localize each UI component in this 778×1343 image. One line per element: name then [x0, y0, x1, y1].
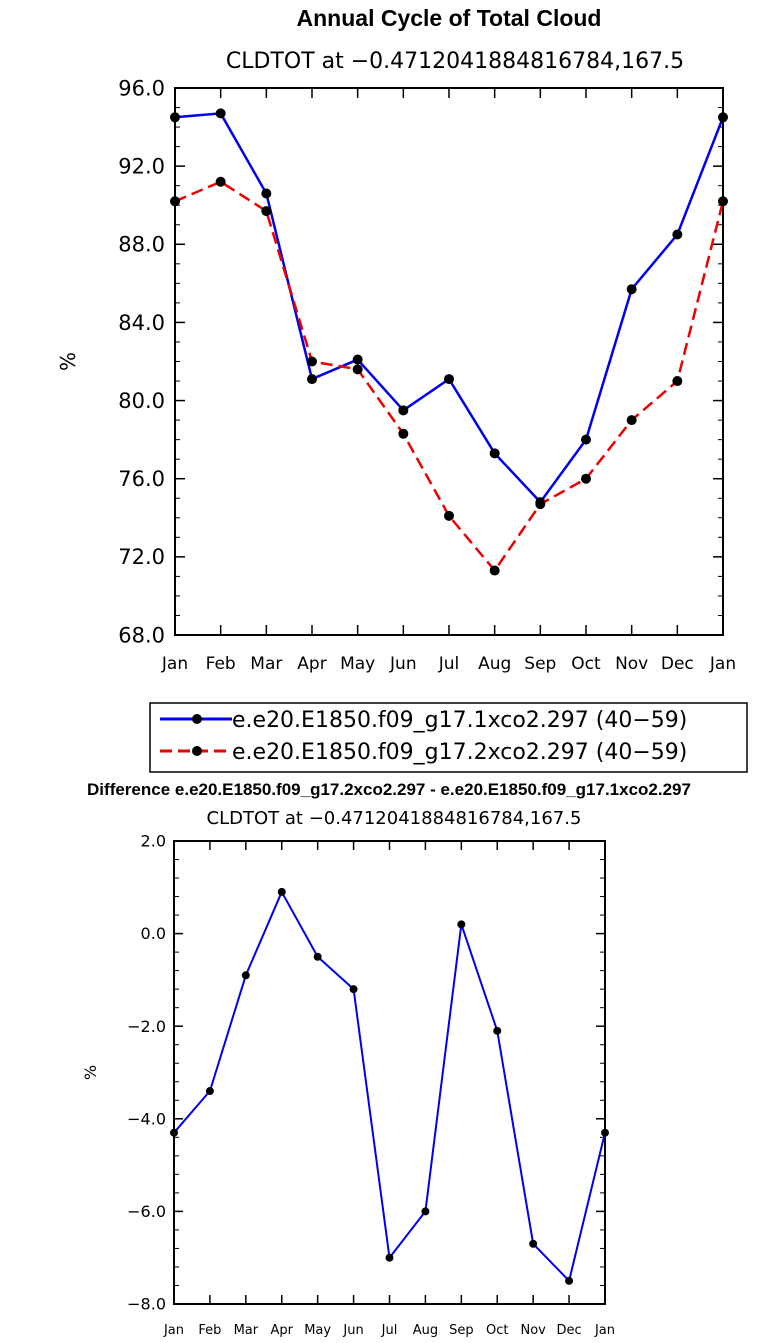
chart2-xtick-label: Jun — [342, 1323, 363, 1338]
chart2-xtick-label: Dec — [557, 1323, 582, 1338]
chart2-series-1-point — [457, 920, 466, 929]
chart1-ytick-label: 92.0 — [118, 154, 165, 178]
chart1-ytick-label: 76.0 — [118, 467, 165, 491]
chart2-xtick-label: Jan — [163, 1323, 184, 1338]
chart2-ytick-label: −8.0 — [127, 1295, 166, 1314]
chart1-xtick-label: Feb — [206, 654, 236, 674]
legend-marker-series-2 — [192, 746, 202, 756]
chart1-series-2-point — [444, 510, 454, 521]
chart1-series-1-point — [352, 354, 363, 365]
chart2-xtick-label: Sep — [449, 1323, 474, 1338]
chart1-series-2-point — [626, 415, 637, 426]
chart1-title: Annual Cycle of Total Cloud — [297, 5, 602, 31]
chart2-series-1-point — [277, 887, 286, 896]
chart1-series-1-point — [215, 108, 226, 119]
chart2-ytick-label: −6.0 — [127, 1202, 166, 1221]
chart2-series-1-point — [529, 1239, 538, 1248]
chart2-series-1-point — [349, 985, 358, 994]
chart2-xtick-label: Mar — [234, 1323, 259, 1338]
chart1-legend: e.e20.E1850.f09_g17.1xco2.297 (40−59) e.… — [149, 702, 748, 773]
legend-label-series-2: e.e20.E1850.f09_g17.2xco2.297 (40−59) — [232, 740, 687, 765]
chart2-series-1-point — [601, 1128, 609, 1137]
chart1-xtick-label: Oct — [571, 654, 601, 674]
chart1-series-1-point — [489, 448, 500, 459]
chart2-series-1-point — [205, 1087, 214, 1096]
chart1-ytick-label: 96.0 — [118, 76, 165, 100]
chart1-series-2-point — [535, 499, 546, 510]
chart1-series-2-point — [261, 206, 272, 217]
chart2-series-1-point — [241, 971, 250, 980]
chart1-frame — [174, 87, 724, 636]
chart1-xtick-label: Sep — [524, 654, 556, 674]
chart1-series-1-point — [444, 374, 454, 385]
chart1-series-1-point — [672, 229, 683, 240]
chart2-title: Difference e.e20.E1850.f09_g17.2xco2.297… — [87, 780, 691, 799]
chart2-series-1-point — [493, 1026, 502, 1035]
chart1-xtick-label: Jan — [709, 654, 736, 674]
chart2-xtick-label: Oct — [486, 1323, 508, 1338]
chart2-ytick-label: −4.0 — [127, 1109, 166, 1128]
chart1-ytick-label: 88.0 — [118, 233, 165, 257]
chart1-series-2-point — [718, 196, 728, 207]
chart1-ylabel: % — [56, 352, 80, 371]
chart1-series-2-point — [215, 176, 226, 187]
chart1-subtitle: CLDTOT at −0.4712041884816784,167.5 — [226, 49, 684, 74]
chart2-xtick-label: Nov — [520, 1323, 546, 1338]
chart1-xtick-label: Dec — [661, 654, 694, 674]
chart1-series-2-point — [307, 356, 317, 367]
chart1-xtick-label: Apr — [297, 654, 326, 674]
chart2-ytick-label: −2.0 — [127, 1017, 166, 1036]
legend-box — [149, 702, 748, 773]
chart1-series-1-point — [718, 112, 728, 123]
chart1-ytick-label: 72.0 — [118, 545, 165, 569]
chart1-series-1-point — [307, 374, 317, 385]
chart2-ytick-label: 2.0 — [141, 832, 166, 851]
chart1-plot: Jan Feb Mar Apr May Jun Jul Aug Sep Oct Nov Dec Jan 6… — [56, 76, 736, 674]
chart1-ytick-label: 84.0 — [118, 311, 165, 335]
chart2-series-1-point — [313, 952, 322, 961]
chart1-series-2-point — [489, 565, 500, 576]
chart1-ytick-label: 80.0 — [118, 389, 165, 413]
chart2-xtick-label: Jul — [381, 1323, 398, 1338]
chart1-xtick-label: Aug — [478, 654, 511, 674]
chart2-series-1-point — [421, 1207, 430, 1216]
chart2-ylabel: % — [81, 1065, 100, 1080]
chart1-xtick-label: Mar — [250, 654, 282, 674]
chart2-xtick-label: Feb — [198, 1323, 221, 1338]
chart2-series-1-line — [173, 890, 606, 1282]
chart1-xtick-label: Jun — [389, 654, 417, 674]
chart2-xtick-label: Jan — [594, 1323, 615, 1338]
chart2-frame — [173, 840, 606, 1305]
chart2-xtick-label: Apr — [271, 1323, 294, 1338]
chart1-series-2-point — [398, 428, 409, 439]
chart2-series-1-point — [565, 1276, 574, 1285]
chart1-series-2-point — [672, 376, 683, 387]
chart1-xtick-label: Jan — [161, 654, 188, 674]
legend-marker-series-1 — [192, 714, 202, 724]
chart2-xtick-label: May — [304, 1323, 331, 1338]
chart2-series-1-point — [170, 1128, 178, 1137]
chart2-ytick-label: 0.0 — [141, 924, 166, 943]
chart1-series-1-point — [626, 284, 637, 295]
chart2-xtick-label: Aug — [413, 1323, 438, 1338]
chart1-xtick-label: Nov — [615, 654, 648, 674]
chart1-series-1-point — [261, 188, 272, 199]
chart1-series-1-line — [174, 112, 725, 504]
chart1-series-1-point — [581, 434, 591, 445]
chart1-xtick-label: May — [340, 654, 375, 674]
chart1-series-2-point — [170, 196, 180, 207]
chart1-series-1-point — [398, 405, 409, 416]
chart1-ytick-label: 68.0 — [118, 623, 165, 647]
chart2-series-1-point — [385, 1253, 394, 1262]
chart1-xtick-label: Jul — [438, 654, 460, 674]
legend-label-series-1: e.e20.E1850.f09_g17.1xco2.297 (40−59) — [232, 708, 687, 733]
chart2-plot: Jan Feb Mar Apr May Jun Jul Aug Sep Oct Nov Dec Jan −… — [81, 832, 615, 1338]
chart1-series-2-point — [581, 473, 591, 484]
chart1-series-2-point — [352, 364, 363, 375]
chart1-series-1-point — [170, 112, 180, 123]
chart2-subtitle: CLDTOT at −0.4712041884816784,167.5 — [207, 808, 582, 829]
